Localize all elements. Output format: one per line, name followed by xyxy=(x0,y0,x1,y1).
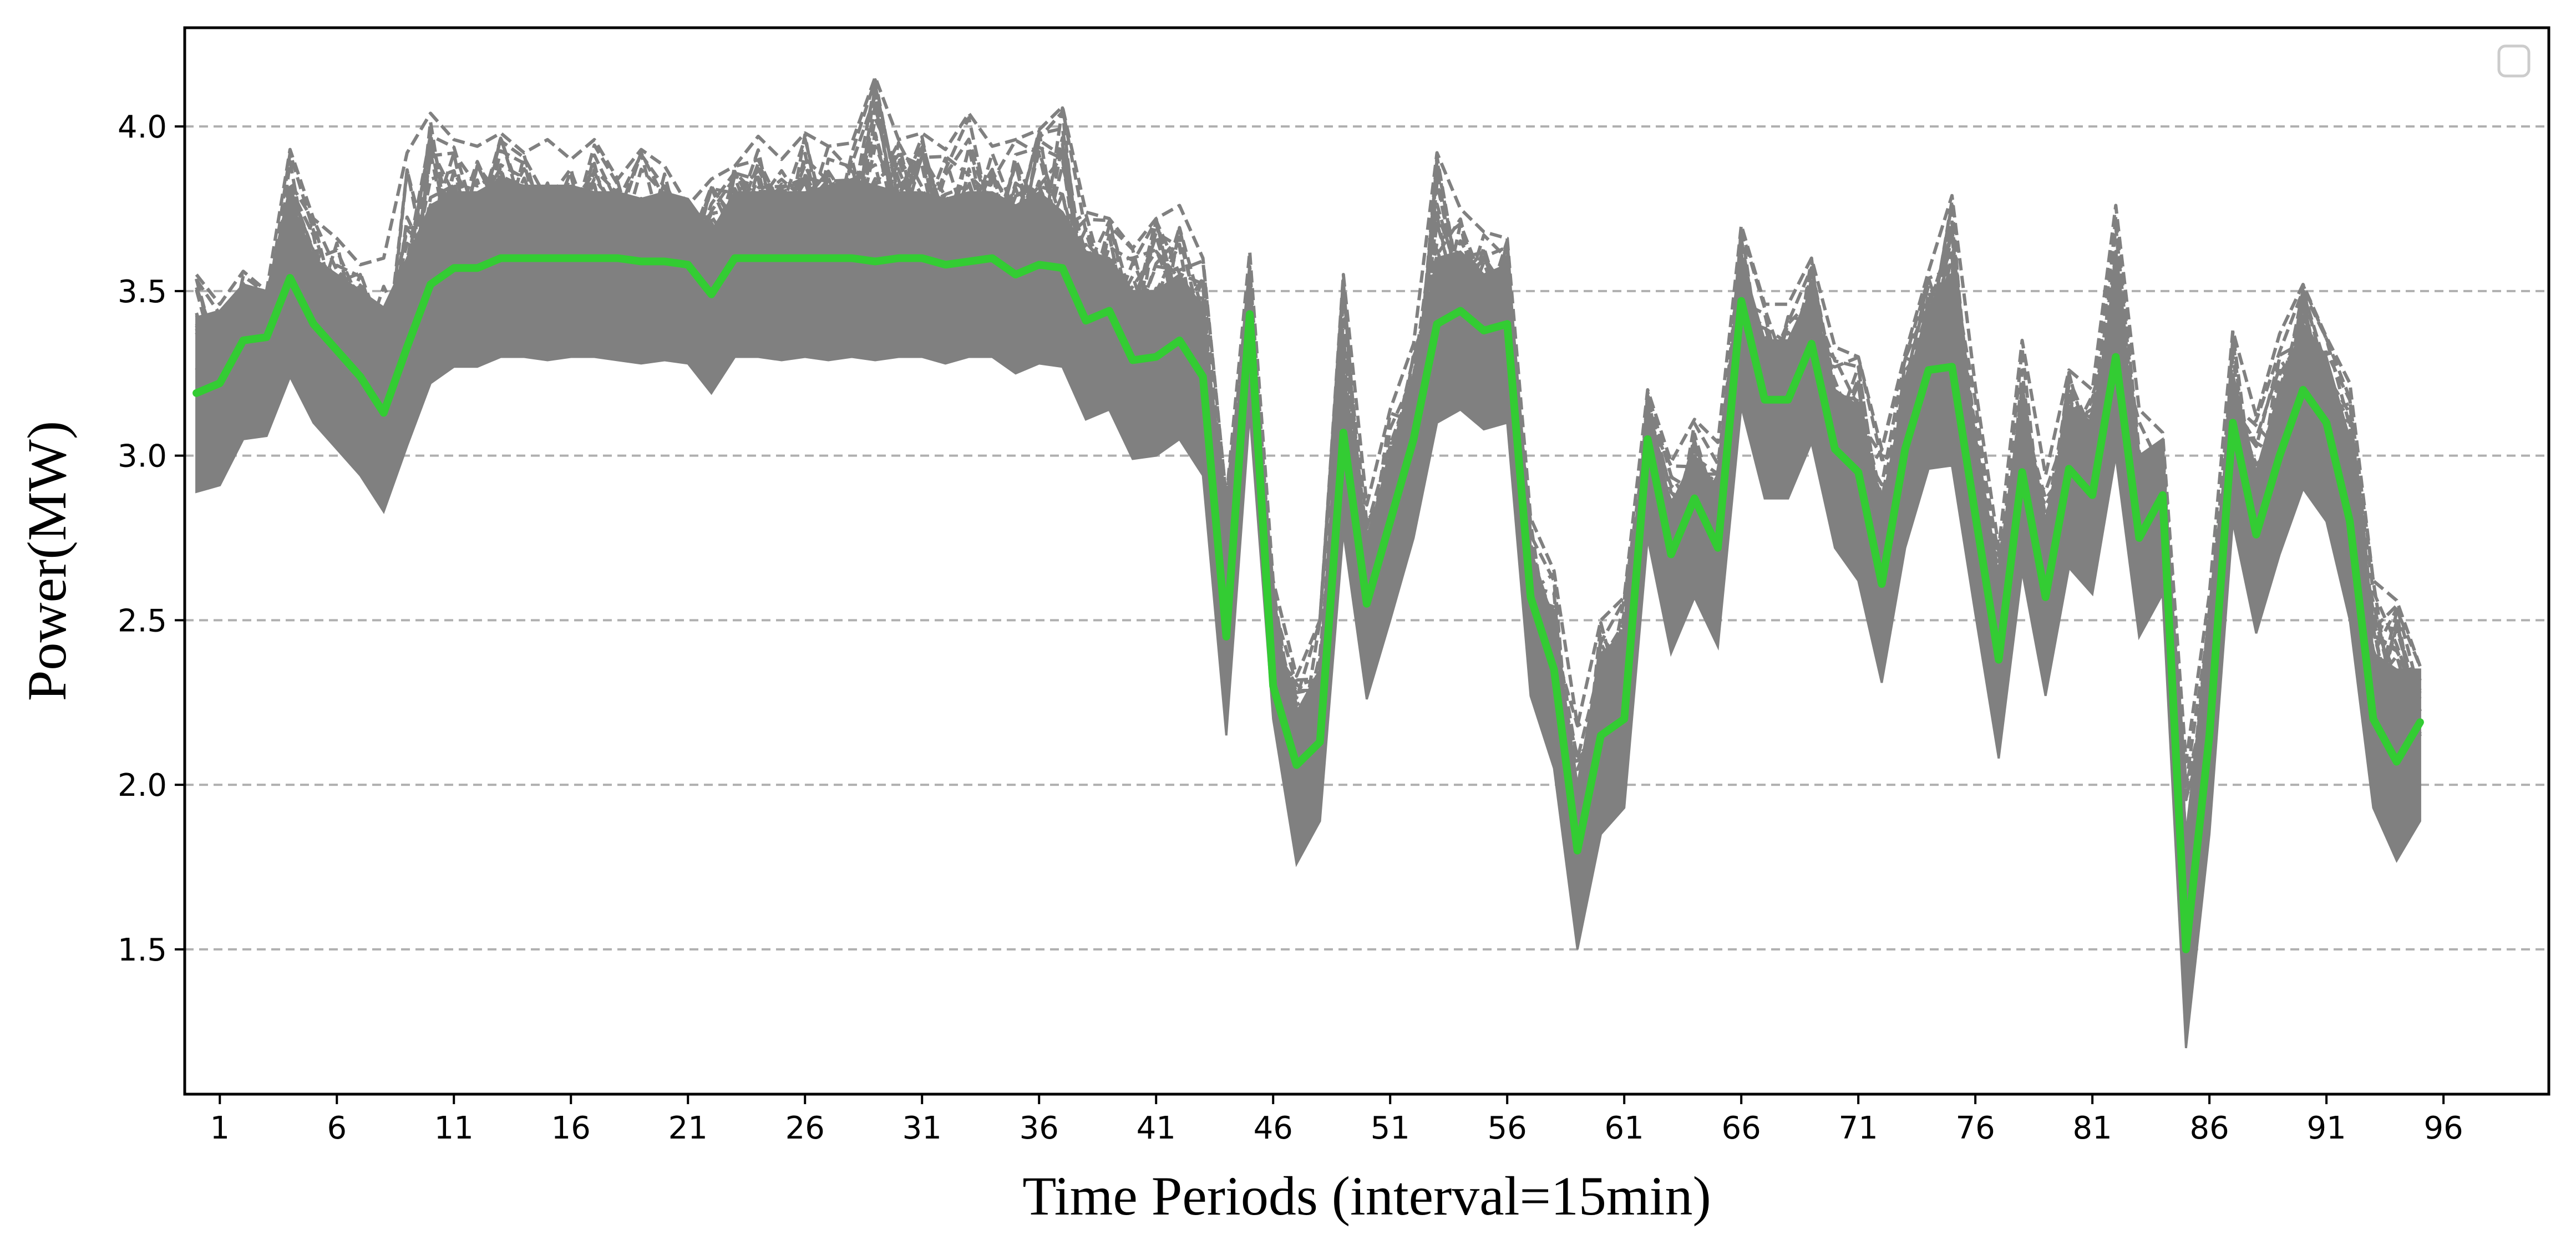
y-axis-ticks: 1.5 2.0 2.5 3.0 3.5 4.0 xyxy=(118,109,185,968)
x-tick-label: 66 xyxy=(1722,1110,1761,1146)
scenario-line xyxy=(195,107,2421,874)
x-tick-label: 6 xyxy=(327,1110,347,1146)
x-tick-label: 81 xyxy=(2073,1110,2112,1146)
scenario-line xyxy=(195,84,2422,900)
plot-area xyxy=(192,75,2424,1049)
highlight-series-line xyxy=(192,254,2424,953)
x-axis-label: Time Periods (interval=15min) xyxy=(1022,1165,1711,1227)
scenario-line xyxy=(195,117,2422,888)
y-tick-label: 2.0 xyxy=(118,768,167,804)
y-tick-label: 4.0 xyxy=(118,109,167,145)
x-tick-label: 26 xyxy=(785,1110,825,1146)
highlight-series xyxy=(192,254,2424,953)
x-tick-label: 86 xyxy=(2189,1110,2229,1146)
x-tick-label: 56 xyxy=(1488,1110,1527,1146)
y-axis-label: Power(MW) xyxy=(16,421,78,701)
x-tick-label: 61 xyxy=(1605,1110,1644,1146)
y-tick-label: 2.5 xyxy=(118,603,167,639)
x-tick-label: 91 xyxy=(2306,1110,2346,1146)
x-tick-label: 96 xyxy=(2423,1110,2463,1146)
x-tick-label: 51 xyxy=(1371,1110,1410,1146)
y-tick-label: 3.0 xyxy=(118,439,167,475)
x-tick-label: 71 xyxy=(1839,1110,1878,1146)
x-tick-label: 46 xyxy=(1254,1110,1293,1146)
y-tick-label: 3.5 xyxy=(118,274,167,310)
scenario-line xyxy=(195,116,2421,826)
x-tick-label: 11 xyxy=(434,1110,474,1146)
x-tick-label: 21 xyxy=(668,1110,708,1146)
x-tick-label: 16 xyxy=(551,1110,591,1146)
x-tick-label: 41 xyxy=(1137,1110,1176,1146)
scenario-line xyxy=(195,75,2422,764)
legend-box xyxy=(2497,44,2531,78)
x-tick-label: 1 xyxy=(210,1110,230,1146)
x-tick-label: 76 xyxy=(1956,1110,1995,1146)
x-tick-label: 31 xyxy=(902,1110,942,1146)
x-axis-ticks: 1 6 11 16 21 26 31 36 41 46 51 56 61 66 71 76 81 86 91 96 xyxy=(210,1094,2463,1146)
x-tick-label: 36 xyxy=(1020,1110,1059,1146)
scenario-line xyxy=(195,177,2422,930)
plot-frame xyxy=(183,26,2550,1096)
y-tick-label: 1.5 xyxy=(118,932,167,968)
scenario-line xyxy=(195,78,2422,931)
